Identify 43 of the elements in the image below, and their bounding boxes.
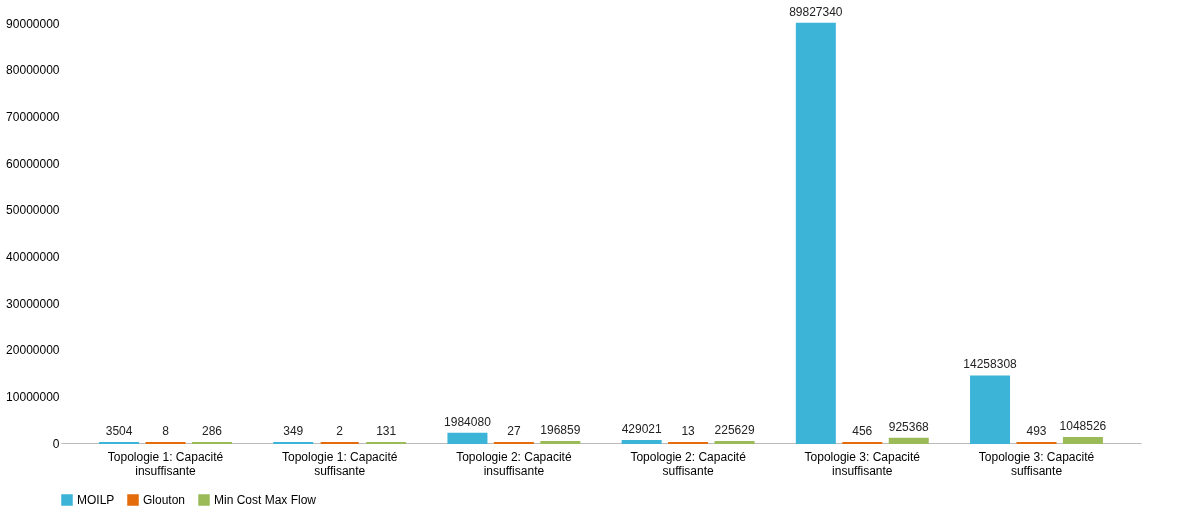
x-tick-label: Topologie 1: Capacité suffisante (282, 449, 398, 478)
data-label: 89827340 (789, 4, 843, 19)
data-label: 429021 (621, 422, 662, 436)
data-label: 456 (852, 424, 873, 438)
data-label: 349 (283, 424, 304, 438)
legend-label: Glouton (143, 493, 186, 507)
bar (888, 437, 929, 444)
x-tick-label: Topologie 1: Capacité insuffisante (107, 449, 224, 478)
data-label: 2 (336, 424, 344, 438)
data-label: 286 (201, 424, 223, 438)
data-label: 14258308 (963, 357, 1018, 372)
y-tick-label: 20000000 (6, 343, 60, 358)
y-tick-label: 80000000 (6, 63, 60, 78)
y-tick-label: 0 (52, 436, 60, 451)
data-label: 1048526 (1059, 419, 1107, 434)
legend-label: Min Cost Max Flow (214, 493, 317, 507)
data-label: 3504 (105, 423, 133, 438)
data-label: 13 (681, 424, 696, 438)
data-label: 925368 (888, 419, 930, 434)
bar (1062, 437, 1103, 444)
y-tick-label: 60000000 (6, 156, 60, 171)
x-tick-label: Topologie 3: Capacité suffisante (978, 449, 1095, 478)
data-label: 8 (162, 424, 170, 438)
data-label: 493 (1026, 424, 1047, 438)
y-tick-label: 70000000 (6, 109, 60, 124)
y-tick-label: 50000000 (6, 203, 60, 218)
x-tick-label: Topologie 2: Capacité insuffisante (456, 449, 572, 478)
legend-label: MOILP (77, 493, 115, 507)
bar (621, 440, 662, 444)
data-label: 131 (376, 424, 397, 438)
y-tick-label: 40000000 (6, 249, 60, 264)
data-label: 1984080 (444, 414, 492, 429)
data-label: 196859 (540, 423, 581, 438)
y-tick-label: 30000000 (6, 296, 60, 311)
y-tick-label: 10000000 (6, 389, 60, 404)
x-tick-label: Topologie 3: Capacité insuffisante (804, 449, 921, 478)
bar (447, 432, 488, 444)
data-label: 27 (507, 424, 521, 438)
bar (970, 375, 1011, 444)
data-label: 225629 (714, 422, 755, 437)
x-tick-label: Topologie 2: Capacité suffisante (630, 449, 747, 478)
y-tick-label: 90000000 (6, 16, 60, 31)
bar (795, 22, 836, 444)
